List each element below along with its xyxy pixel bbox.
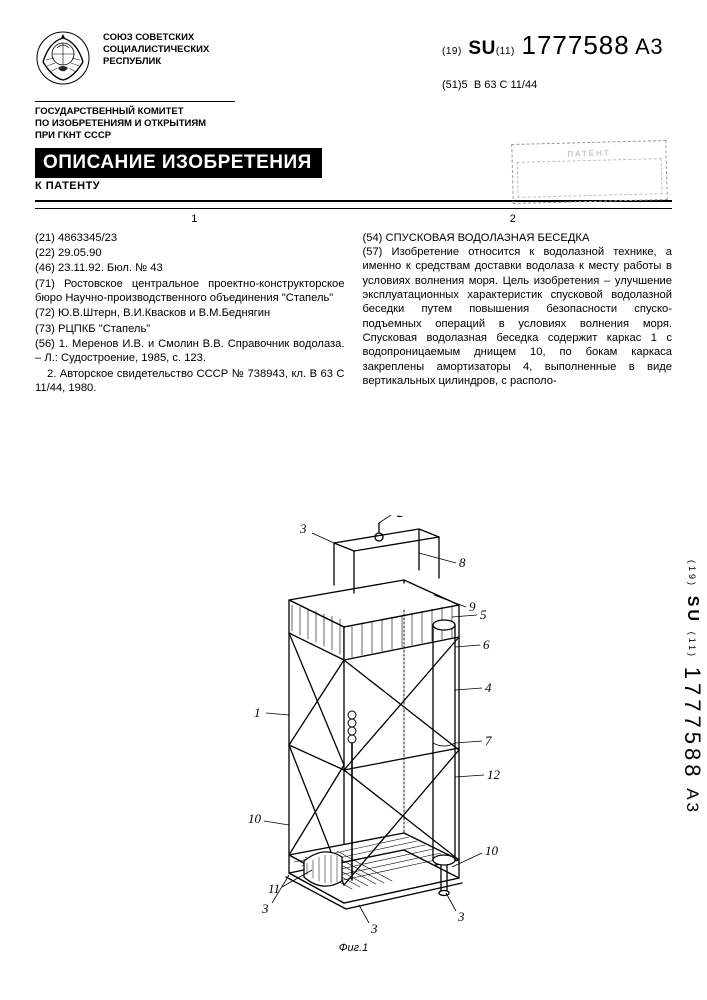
divider-thin — [35, 208, 672, 209]
svg-text:3: 3 — [261, 901, 269, 916]
document-title: ОПИСАНИЕ ИЗОБРЕТЕНИЯ — [35, 148, 322, 178]
svg-text:3: 3 — [370, 921, 378, 936]
column-numbers: 1 2 — [35, 213, 672, 225]
abstract-text: (54) СПУСКОВАЯ ВОДОЛАЗНАЯ БЕСЕДКА (57) И… — [363, 231, 673, 402]
svg-text:2: 2 — [397, 515, 404, 520]
ipc-classification: (51)5 B 63 C 11/44 — [442, 79, 672, 91]
patent-figure: 2 3 8 9 5 6 4 7 — [0, 515, 707, 955]
committee-name: ГОСУДАРСТВЕННЫЙ КОМИТЕТ ПО ИЗОБРЕТЕНИЯМ … — [35, 101, 235, 142]
figure-caption: Фиг.1 — [0, 942, 707, 954]
issuer-name: СОЮЗ СОВЕТСКИХ СОЦИАЛИСТИЧЕСКИХ РЕСПУБЛИ… — [103, 32, 430, 68]
svg-text:6: 6 — [483, 637, 490, 652]
svg-text:10: 10 — [248, 811, 262, 826]
svg-text:5: 5 — [480, 607, 487, 622]
svg-text:4: 4 — [485, 680, 492, 695]
state-emblem — [35, 30, 91, 86]
svg-text:10: 10 — [485, 843, 499, 858]
svg-text:8: 8 — [459, 555, 466, 570]
svg-text:12: 12 — [487, 767, 501, 782]
publication-number: (19) SU(11) 1777588 A3 — [442, 30, 672, 61]
side-publication-marker: (19) SU (11) 1777588 A3 — [679, 560, 705, 815]
bibliographic-data: (21) 4863345/23 (22) 29.05.90 (46) 23.11… — [35, 231, 345, 396]
svg-text:9: 9 — [469, 599, 476, 614]
svg-text:1: 1 — [254, 705, 261, 720]
svg-text:7: 7 — [485, 733, 492, 748]
registry-stamp: ПАТЕНТ — [511, 140, 668, 204]
svg-text:11: 11 — [268, 881, 280, 896]
svg-text:3: 3 — [299, 521, 307, 536]
svg-text:3: 3 — [457, 909, 465, 924]
